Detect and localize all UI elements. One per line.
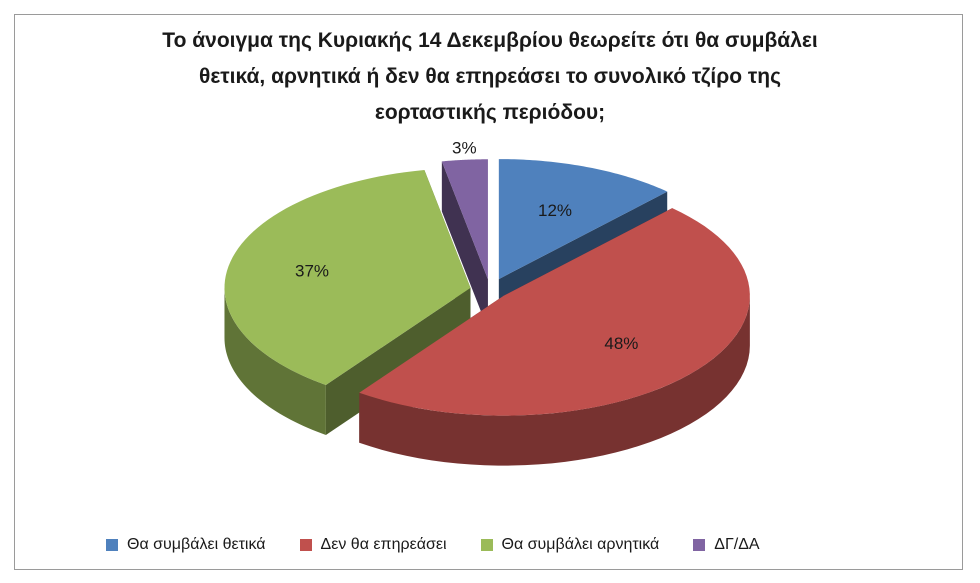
legend-label-negative: Θα συμβάλει αρνητικά [501,536,660,553]
legend-swatch-negative [480,539,493,551]
legend-label-positive: Θα συμβάλει θετικά [127,536,266,553]
slice-side-dk-na-start [441,161,488,330]
legend-swatch-positive [106,539,118,551]
legend-item-negative: Θα συμβάλει αρνητικά [480,536,660,554]
data-label-positive: 12% [538,201,572,220]
chart-title: Το άνοιγμα της Κυριακής 14 Δεκεμβρίου θε… [0,23,980,131]
legend-item-dk-na: ΔΓ/ΔΑ [693,536,760,554]
legend-swatch-dk-na [693,539,706,551]
slice-dk-na [441,159,488,280]
slice-positive [498,159,668,280]
chart-legend: Θα συμβάλει θετικά Δεν θα επηρεάσει Θα σ… [106,534,760,556]
legend-item-positive: Θα συμβάλει θετικά [106,536,266,554]
slice-no-effect [359,208,750,416]
legend-label-no-effect: Δεν θα επηρεάσει [320,536,447,553]
legend-item-no-effect: Δεν θα επηρεάσει [299,536,447,554]
slice-wall-no-effect [359,295,750,466]
data-label-dk-na: 3% [452,138,477,157]
chart-frame [14,14,963,570]
chart-title-line-2: θετικά, αρνητικά ή δεν θα επηρεάσει το σ… [198,65,781,88]
legend-label-dk-na: ΔΓ/ΔΑ [714,536,760,553]
chart-title-line-1: Το άνοιγμα της Κυριακής 14 Δεκεμβρίου θε… [162,29,818,52]
slice-wall-negative [224,287,326,435]
data-label-no-effect: 48% [604,334,638,353]
chart-title-line-3: εορταστικής περιόδου; [374,101,606,124]
data-label-negative: 37% [295,262,329,281]
legend-swatch-no-effect [299,539,312,551]
slice-negative [224,169,471,385]
